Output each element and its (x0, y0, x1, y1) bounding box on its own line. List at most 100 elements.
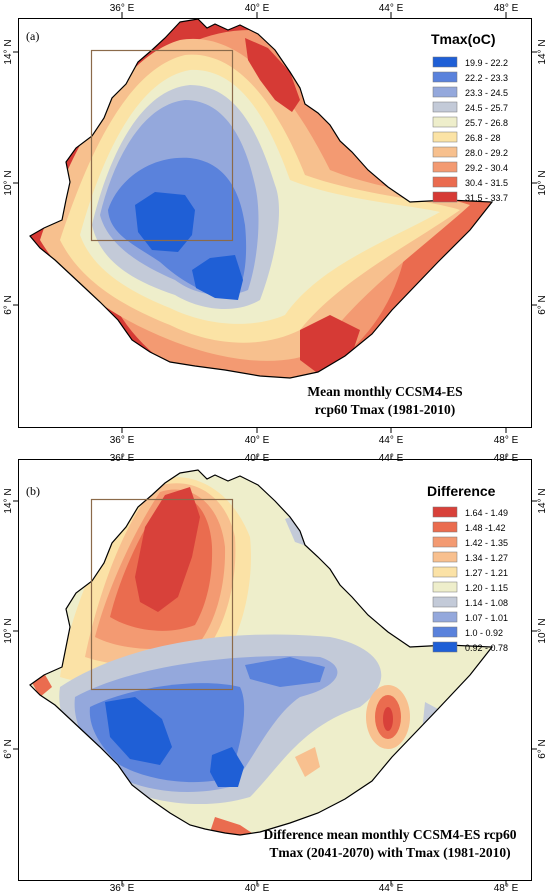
map-b-svg: 36° E 40° E 44° E 48° E 36° E 40° E 44° … (3, 453, 548, 893)
legend-item-label: 30.4 - 31.5 (465, 178, 508, 188)
map-b-bottom-ticks: 36° E 40° E 44° E 48° E (110, 881, 519, 893)
contour-hot-north (245, 38, 300, 112)
legend-item-label: 31.5 - 33.7 (465, 193, 508, 203)
map-b-right-ticks: 14° N 10° N 6° N (532, 488, 548, 759)
legend-swatch (432, 176, 458, 188)
y-tick-right: 6° N (537, 295, 548, 315)
legend-a: Tmax(oC) 19.9 - 22.2 22.2 - 23.3 23.3 - 24… (431, 31, 508, 203)
y-tick-left: 10° N (3, 618, 14, 643)
x-tick-bottom: 40° E (245, 435, 270, 446)
legend-item-label: 1.0 - 0.92 (465, 628, 503, 638)
map-a-svg: 36° E 40° E 44° E 48° E 36° E 40° E 44° … (3, 3, 548, 446)
x-tick-top: 44° E (379, 453, 404, 464)
y-tick-right: 14° N (537, 488, 548, 513)
legend-swatch (432, 626, 458, 638)
map-a-frame (18, 18, 532, 428)
y-tick-left: 6° N (3, 295, 14, 315)
x-tick-bottom: 36° E (110, 883, 135, 893)
legend-item-label: 1.20 - 1.15 (465, 583, 508, 593)
panel-label: (b) (26, 484, 40, 498)
x-tick-top: 40° E (245, 453, 270, 464)
x-tick-bottom: 40° E (245, 883, 270, 893)
legend-swatch (432, 596, 458, 608)
y-tick-left: 14° N (3, 39, 14, 64)
legend-item-label: 29.2 - 30.4 (465, 163, 508, 173)
legend-swatch (432, 86, 458, 98)
x-tick-bottom: 48° E (494, 435, 519, 446)
legend-item-label: 1.34 - 1.27 (465, 553, 508, 563)
x-tick-top: 40° E (245, 3, 270, 14)
legend-title: Tmax(oC) (431, 31, 496, 47)
x-tick-top: 36° E (110, 3, 135, 14)
y-tick-right: 14° N (537, 39, 548, 64)
legend-item-label: 0.92 - 0.78 (465, 643, 508, 653)
x-tick-top: 36° E (110, 453, 135, 464)
map-caption-line-2: rcp60 Tmax (1981-2010) (315, 402, 456, 417)
y-tick-right: 10° N (537, 170, 548, 195)
legend-item-label: 1.07 - 1.01 (465, 613, 508, 623)
map-b-left-ticks: 14° N 10° N 6° N (3, 488, 18, 759)
map-b-frame (18, 459, 532, 881)
map-caption-line-1: Mean monthly CCSM4-ES (307, 384, 462, 399)
legend-swatch (432, 611, 458, 623)
legend-swatch (432, 191, 458, 203)
legend-swatch (432, 116, 458, 128)
x-tick-top: 48° E (494, 453, 519, 464)
x-tick-top: 44° E (379, 3, 404, 14)
map-caption-line-2: Tmax (2041-2070) with Tmax (1981-2010) (269, 845, 510, 860)
legend-swatch (432, 566, 458, 578)
contour-band-0-92-core-1 (105, 697, 172, 765)
x-tick-bottom: 44° E (379, 883, 404, 893)
y-tick-left: 6° N (3, 739, 14, 759)
contour-band-1-64 (135, 487, 200, 612)
x-tick-bottom: 48° E (494, 883, 519, 893)
legend-item-label: 22.2 - 23.3 (465, 73, 508, 83)
legend-item-label: 1.64 - 1.49 (465, 508, 508, 518)
contour-band-19-9-core-1 (135, 192, 195, 252)
legend-swatch (432, 506, 458, 518)
contour-band-east-cool (245, 657, 325, 687)
legend-item-label: 1.14 - 1.08 (465, 598, 508, 608)
map-panel-a: 36° E 40° E 44° E 48° E 36° E 40° E 44° … (0, 0, 550, 446)
study-area-box (90, 49, 234, 242)
y-tick-right: 10° N (537, 618, 548, 643)
legend-item-label: 1.48 -1.42 (465, 523, 506, 533)
legend-swatch (432, 56, 458, 68)
y-tick-left: 14° N (3, 488, 14, 513)
map-b-top-ticks: 36° E 40° E 44° E 48° E (110, 453, 519, 464)
map-a-right-ticks: 14° N 10° N 6° N (532, 39, 548, 315)
legend-swatch (432, 521, 458, 533)
map-panel-b: 36° E 40° E 44° E 48° E 36° E 40° E 44° … (0, 447, 550, 893)
x-tick-bottom: 36° E (110, 435, 135, 446)
legend-title: Difference (427, 483, 496, 499)
y-tick-right: 6° N (537, 739, 548, 759)
legend-item-label: 24.5 - 25.7 (465, 103, 508, 113)
map-a-left-ticks: 14° N 10° N 6° N (3, 39, 18, 315)
legend-swatch (432, 71, 458, 83)
map-caption-line-1: Difference mean monthly CCSM4-ES rcp60 (264, 827, 517, 842)
legend-swatch (432, 131, 458, 143)
legend-item-label: 1.27 - 1.21 (465, 568, 508, 578)
legend-swatch (432, 101, 458, 113)
legend-swatch (432, 146, 458, 158)
contour-band-0-92-core-2 (210, 747, 244, 787)
legend-item-label: 23.3 - 24.5 (465, 88, 508, 98)
x-tick-top: 48° E (494, 3, 519, 14)
legend-swatch (432, 536, 458, 548)
legend-swatch (432, 551, 458, 563)
legend-item-label: 1.42 - 1.35 (465, 538, 508, 548)
legend-swatch (432, 161, 458, 173)
contour-band-east-spot-core (383, 707, 393, 731)
contour-band-19-9-core-2 (192, 255, 243, 300)
y-tick-left: 10° N (3, 170, 14, 195)
map-a-bottom-ticks: 36° E 40° E 44° E 48° E (110, 428, 519, 446)
legend-item-label: 25.7 - 26.8 (465, 118, 508, 128)
study-area-box (90, 498, 234, 691)
legend-item-label: 28.0 - 29.2 (465, 148, 508, 158)
legend-item-label: 19.9 - 22.2 (465, 58, 508, 68)
legend-swatch (432, 581, 458, 593)
panel-label: (a) (26, 29, 39, 43)
map-a-top-ticks: 36° E 40° E 44° E 48° E (110, 3, 519, 18)
legend-item-label: 26.8 - 28 (465, 133, 501, 143)
x-tick-bottom: 44° E (379, 435, 404, 446)
